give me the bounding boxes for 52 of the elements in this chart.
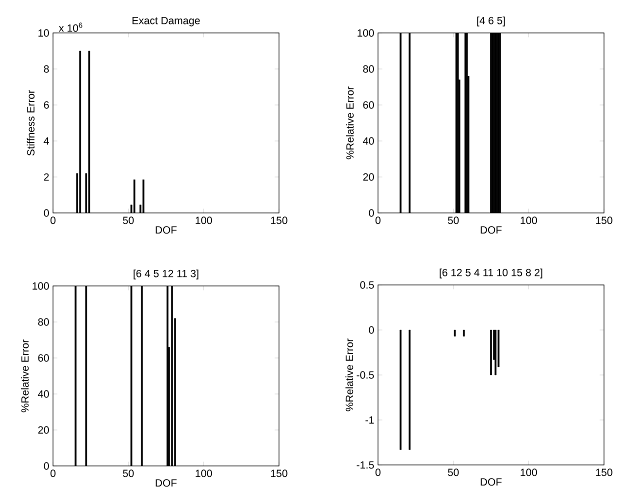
y-tick-label: 0: [44, 209, 49, 217]
chart-title: [4 6 5]: [477, 16, 505, 26]
x-tick-label: 100: [196, 470, 212, 478]
y-tick-label: 0.5: [360, 281, 374, 289]
chart-title: [6 4 5 12 11 3]: [134, 270, 198, 280]
y-tick-label: 100: [32, 282, 49, 290]
x-tick-label: 50: [448, 468, 459, 476]
x-tick-label: 50: [122, 216, 134, 224]
y-tick-label: 80: [38, 318, 49, 326]
y-tick-label: 60: [38, 354, 49, 362]
x-axis-title: DOF: [156, 226, 177, 234]
y-tick-label: 80: [363, 65, 374, 73]
y-tick-label: 20: [363, 173, 374, 181]
y-tick-label: 10: [38, 29, 49, 37]
y-axis-title: %Relative Error: [345, 338, 354, 412]
y-tick-label: 8: [44, 65, 49, 73]
x-axis-title: DOF: [156, 479, 177, 487]
y-tick-label: 6: [44, 101, 49, 109]
y-tick-label: 20: [38, 426, 49, 434]
x-tick-label: 150: [271, 470, 288, 478]
x-tick-label: 100: [520, 216, 537, 224]
y-tick-label: -0.5: [356, 371, 374, 379]
chart-title: Exact Damage: [132, 16, 200, 26]
y-tick-label: 40: [362, 137, 374, 145]
x-tick-label: 150: [596, 468, 612, 476]
x-tick-label: 50: [122, 470, 134, 478]
y-tick-label: 100: [358, 29, 374, 37]
x-tick-label: 150: [596, 216, 612, 224]
y-tick-label: 4: [44, 137, 50, 145]
y-tick-label: 0: [368, 209, 374, 217]
x-tick-label: 100: [196, 216, 212, 224]
x-axis-title: DOF: [480, 478, 502, 486]
x-tick-label: 0: [50, 470, 56, 478]
y-tick-label: -1: [365, 416, 374, 424]
y-tick-label: 60: [363, 101, 374, 109]
y-axis-title: %Relative Error: [21, 340, 29, 412]
y-tick-label: 40: [38, 390, 49, 398]
chart-title: [6 12 5 4 11 10 15 8 2]: [440, 268, 542, 278]
x-tick-label: 100: [520, 468, 537, 476]
x-tick-label: 0: [376, 216, 381, 224]
x-tick-label: 150: [271, 216, 288, 224]
x-tick-label: 50: [448, 216, 459, 224]
y-axis-title: %Relative Error: [346, 86, 354, 160]
y-axis-title: Stiffness Error: [26, 90, 35, 156]
y-tick-label: 0: [44, 462, 49, 470]
x-tick-label: 0: [50, 216, 56, 224]
x-axis-title: DOF: [480, 226, 502, 234]
y-tick-label: 2: [44, 173, 49, 181]
y-tick-label: 0: [368, 326, 374, 334]
y-tick-label: -1.5: [356, 461, 374, 469]
x-tick-label: 0: [376, 468, 381, 476]
text: x 10$^{6}$: [58, 22, 82, 32]
